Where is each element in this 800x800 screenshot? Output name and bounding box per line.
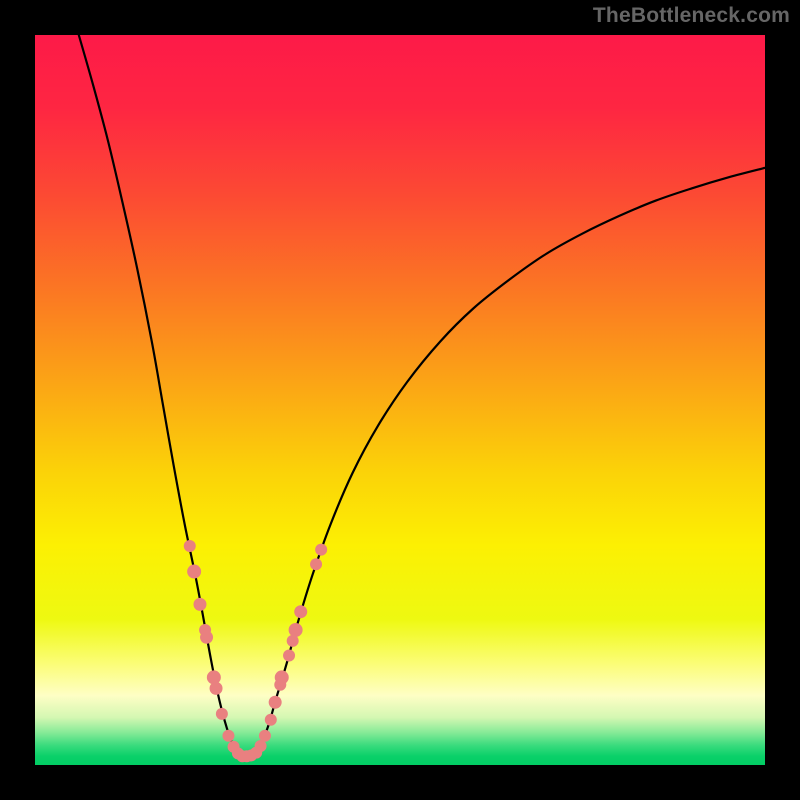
scatter-point (187, 565, 201, 579)
scatter-point (269, 696, 282, 709)
scatter-point (184, 540, 196, 552)
scatter-point (315, 544, 327, 556)
scatter-point (216, 708, 228, 720)
scatter-point (259, 730, 271, 742)
scatter-point (265, 714, 277, 726)
scatter-point (283, 650, 295, 662)
chart-stage: TheBottleneck.com (0, 0, 800, 800)
scatter-point (200, 631, 213, 644)
plot-background (35, 35, 765, 765)
watermark-label: TheBottleneck.com (593, 4, 790, 28)
scatter-point (275, 670, 289, 684)
scatter-point (255, 740, 267, 752)
scatter-point (289, 623, 303, 637)
scatter-point (310, 558, 322, 570)
bottleneck-chart (0, 0, 800, 800)
scatter-point (210, 682, 223, 695)
scatter-point (222, 730, 234, 742)
scatter-point (193, 598, 206, 611)
scatter-point (294, 605, 307, 618)
